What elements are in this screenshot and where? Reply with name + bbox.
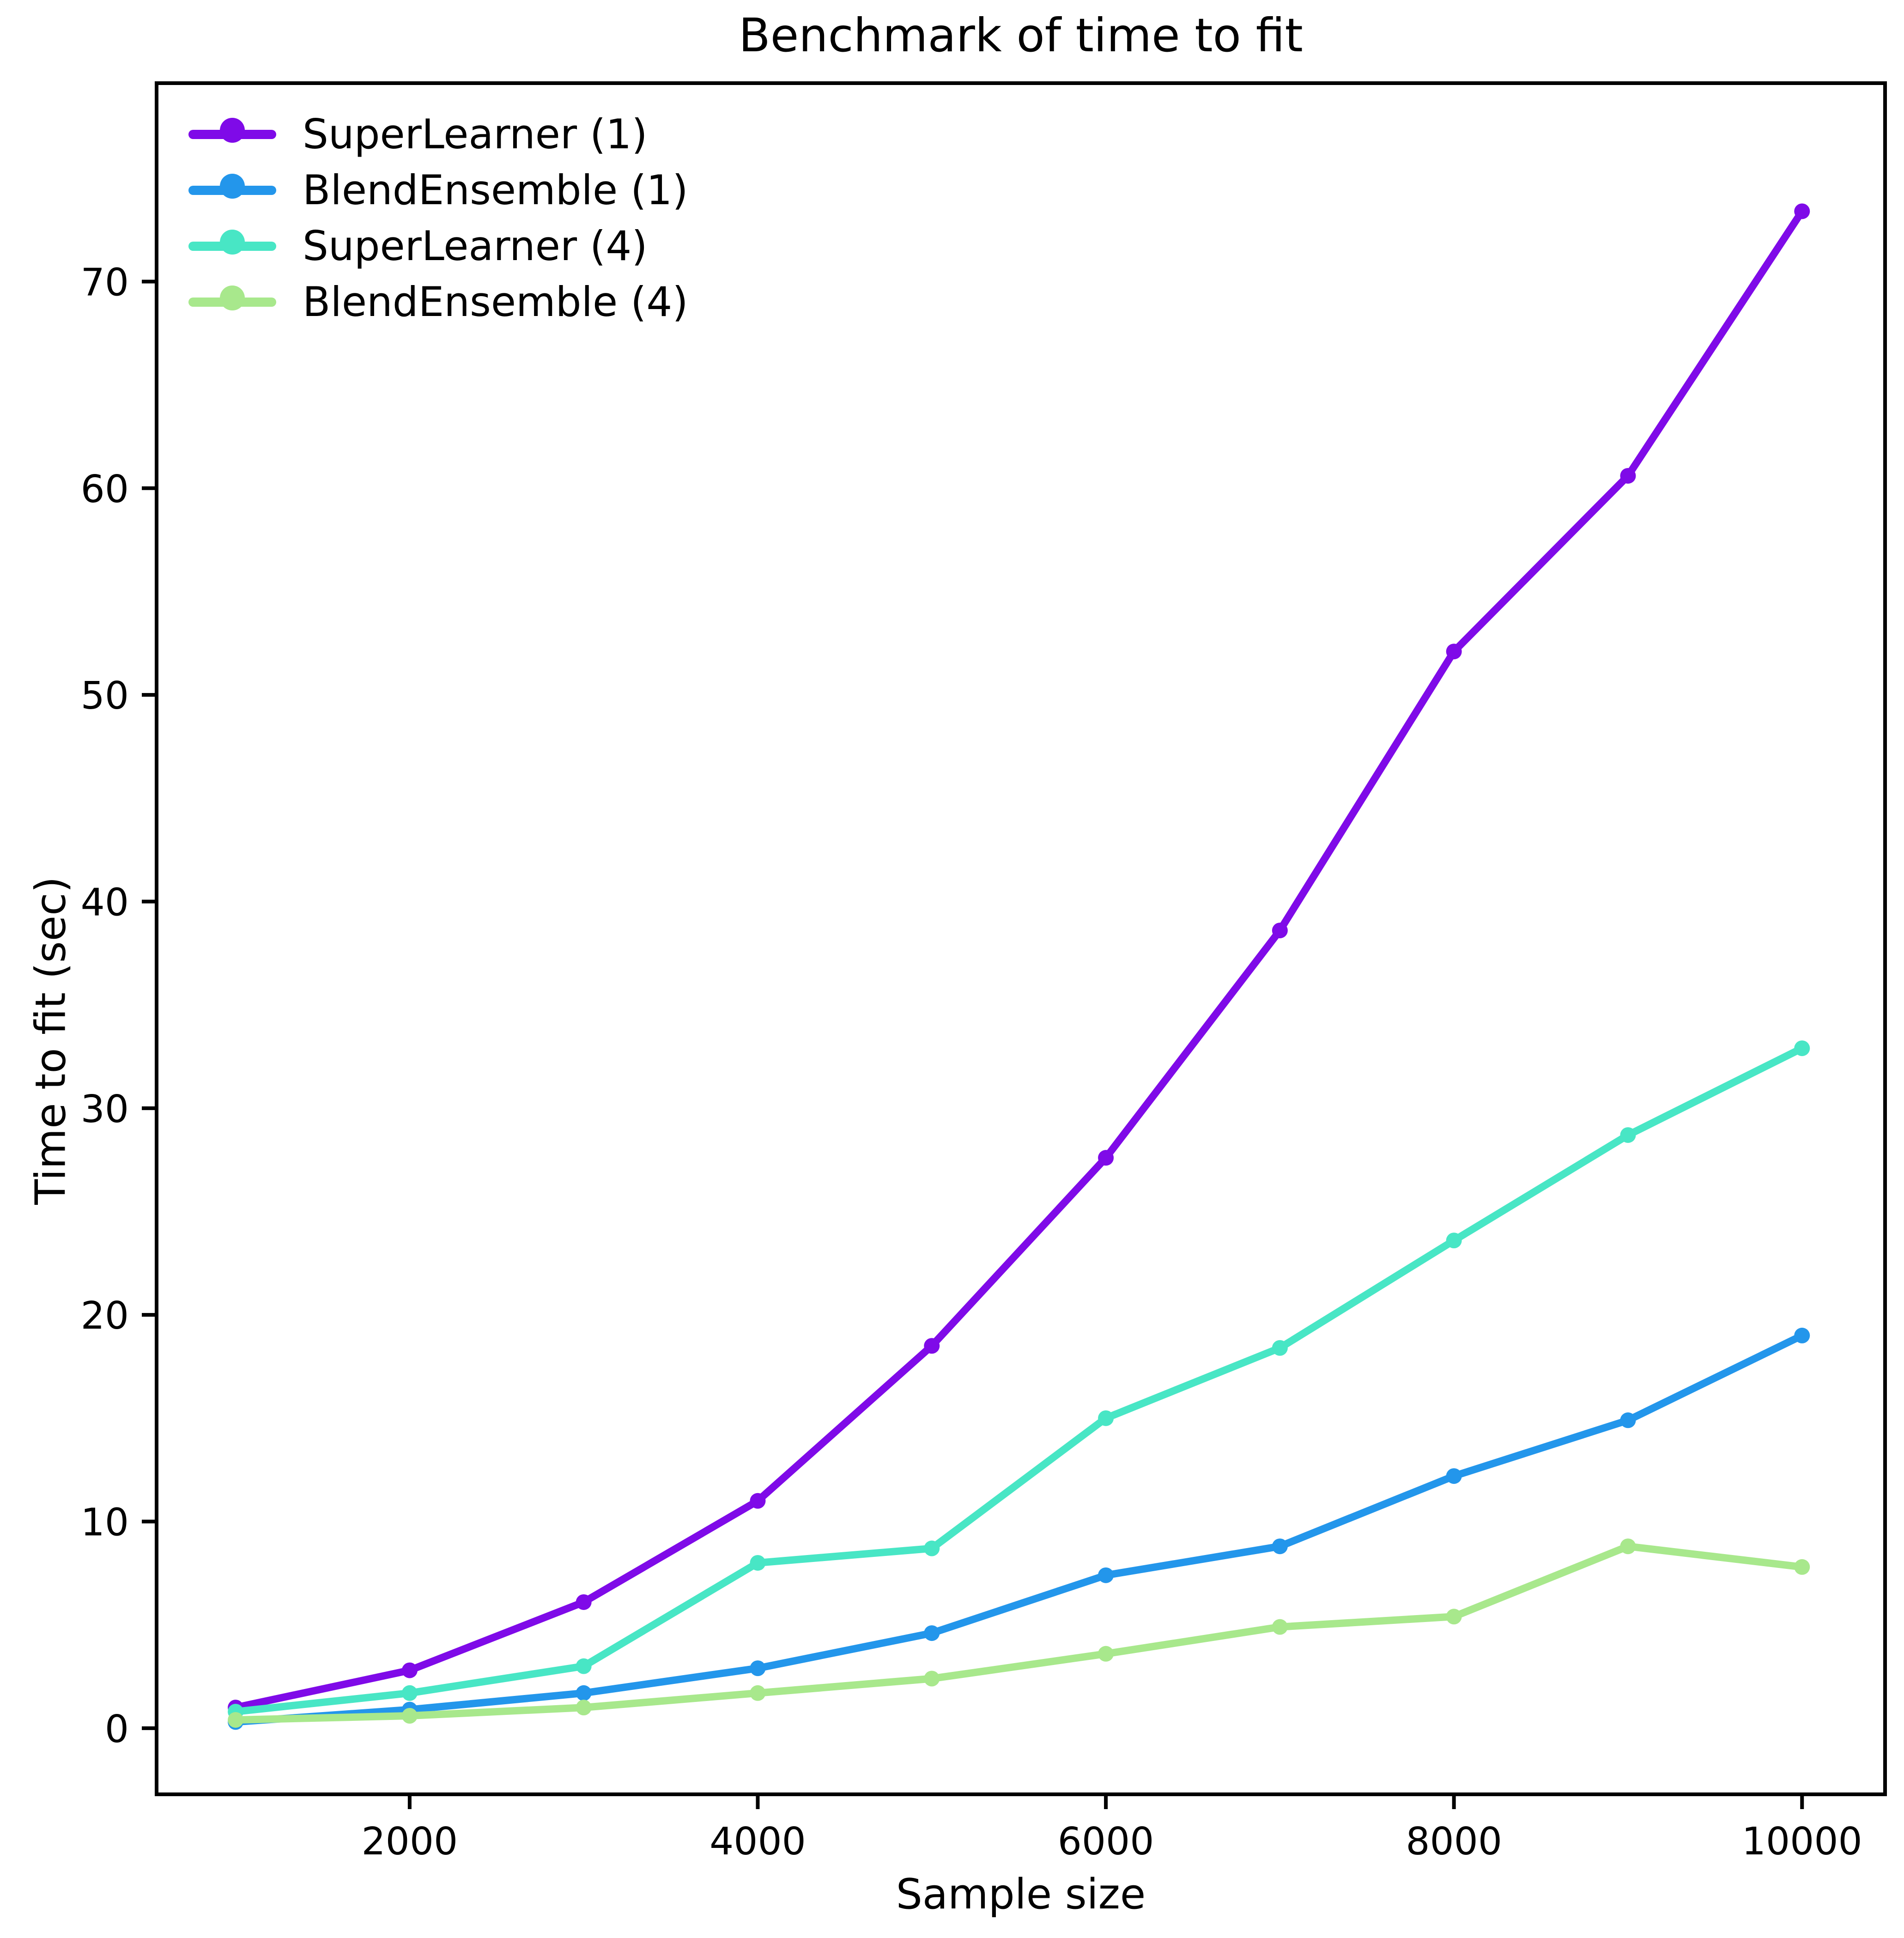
data-point: [1272, 1340, 1288, 1356]
legend-line-marker-icon: [188, 106, 276, 162]
axes-spines: [155, 81, 1887, 1796]
series-line: [232, 1045, 1806, 1716]
data-point: [1620, 1538, 1636, 1555]
x-tick-label: 6000: [1058, 1820, 1154, 1864]
data-point: [576, 1685, 592, 1701]
y-tick-label: 0: [105, 1707, 129, 1751]
data-point: [750, 1555, 766, 1571]
y-tick-label: 20: [81, 1294, 129, 1338]
series-line: [232, 1543, 1806, 1724]
data-point: [1794, 1559, 1810, 1575]
x-axis-label: Sample size: [896, 1870, 1146, 1919]
legend-line-marker-icon: [188, 274, 276, 330]
data-point: [1272, 1619, 1288, 1635]
data-point: [924, 1540, 940, 1556]
data-point: [750, 1660, 766, 1677]
data-point: [576, 1594, 592, 1610]
data-point: [1620, 1412, 1636, 1428]
data-point: [1620, 1127, 1636, 1143]
data-point: [1620, 468, 1636, 484]
data-point: [576, 1658, 592, 1674]
data-point: [1446, 644, 1462, 660]
legend-dot: [220, 117, 245, 143]
data-point: [576, 1700, 592, 1716]
y-tick-label: 30: [81, 1087, 129, 1131]
series-line: [232, 207, 1806, 1712]
legend-dot: [220, 229, 245, 255]
x-tick-label: 2000: [362, 1820, 458, 1864]
legend: SuperLearner (1) BlendEnsemble (1) SuperLe…: [188, 106, 688, 330]
data-point: [401, 1685, 418, 1701]
y-tick-label: 40: [81, 881, 129, 924]
data-point: [1794, 1327, 1810, 1343]
legend-entry: BlendEnsemble (4): [188, 274, 688, 330]
data-point: [1272, 1538, 1288, 1555]
x-tick-label: 4000: [709, 1820, 806, 1864]
y-tick-label: 10: [81, 1501, 129, 1545]
data-point: [924, 1625, 940, 1641]
data-point: [1446, 1609, 1462, 1625]
y-tick-label: 60: [81, 468, 129, 511]
legend-entry: BlendEnsemble (1): [188, 162, 688, 218]
data-point: [1446, 1468, 1462, 1484]
data-point: [1098, 1646, 1114, 1662]
data-point: [1098, 1410, 1114, 1426]
x-tick-label: 8000: [1406, 1820, 1502, 1864]
data-point: [1098, 1150, 1114, 1166]
y-tick-label: 50: [81, 674, 129, 718]
legend-line-marker-icon: [188, 218, 276, 274]
data-point: [1446, 1233, 1462, 1249]
data-point: [924, 1338, 940, 1354]
data-point: [924, 1671, 940, 1687]
data-point: [1794, 1040, 1810, 1057]
data-point: [401, 1708, 418, 1724]
data-point: [1794, 203, 1810, 219]
legend-label: BlendEnsemble (1): [303, 166, 688, 214]
legend-label: SuperLearner (4): [303, 222, 648, 270]
legend-line-marker-icon: [188, 162, 276, 218]
series-line: [232, 1331, 1806, 1726]
data-point: [1098, 1567, 1114, 1583]
chart-title: Benchmark of time to fit: [739, 8, 1303, 62]
data-point: [401, 1662, 418, 1678]
legend-label: SuperLearner (1): [303, 110, 648, 158]
legend-dot: [220, 285, 245, 310]
y-tick-label: 70: [81, 261, 129, 304]
y-axis-label: Time to fit (sec): [26, 876, 75, 1205]
x-tick-label: 10000: [1742, 1820, 1862, 1864]
data-point: [1272, 923, 1288, 939]
data-point: [228, 1712, 244, 1728]
data-point: [750, 1493, 766, 1509]
legend-entry: SuperLearner (1): [188, 106, 688, 162]
legend-dot: [220, 173, 245, 199]
legend-entry: SuperLearner (4): [188, 218, 688, 274]
legend-label: BlendEnsemble (4): [303, 278, 688, 326]
data-point: [750, 1685, 766, 1701]
